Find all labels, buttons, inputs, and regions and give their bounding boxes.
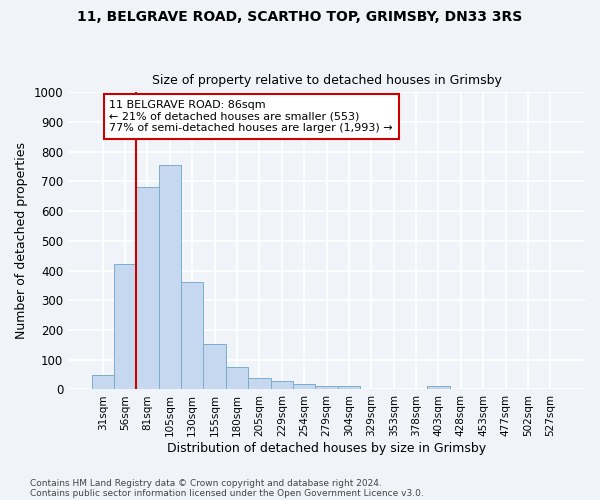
Text: Contains public sector information licensed under the Open Government Licence v3: Contains public sector information licen… [30,488,424,498]
Bar [271,380,293,390]
Bar [338,386,360,390]
Bar [114,264,136,390]
Text: Contains HM Land Registry data © Crown copyright and database right 2024.: Contains HM Land Registry data © Crown c… [30,478,382,488]
Bar [158,166,181,390]
Bar [203,344,226,390]
Bar [92,374,114,390]
Bar [293,384,316,390]
Bar [136,186,158,390]
Y-axis label: Number of detached properties: Number of detached properties [15,142,28,340]
Bar [427,386,449,390]
Bar [226,367,248,390]
Title: Size of property relative to detached houses in Grimsby: Size of property relative to detached ho… [152,74,502,87]
X-axis label: Distribution of detached houses by size in Grimsby: Distribution of detached houses by size … [167,442,486,455]
Bar [181,282,203,390]
Text: 11, BELGRAVE ROAD, SCARTHO TOP, GRIMSBY, DN33 3RS: 11, BELGRAVE ROAD, SCARTHO TOP, GRIMSBY,… [77,10,523,24]
Bar [316,386,338,390]
Bar [248,378,271,390]
Text: 11 BELGRAVE ROAD: 86sqm
← 21% of detached houses are smaller (553)
77% of semi-d: 11 BELGRAVE ROAD: 86sqm ← 21% of detache… [109,100,393,133]
